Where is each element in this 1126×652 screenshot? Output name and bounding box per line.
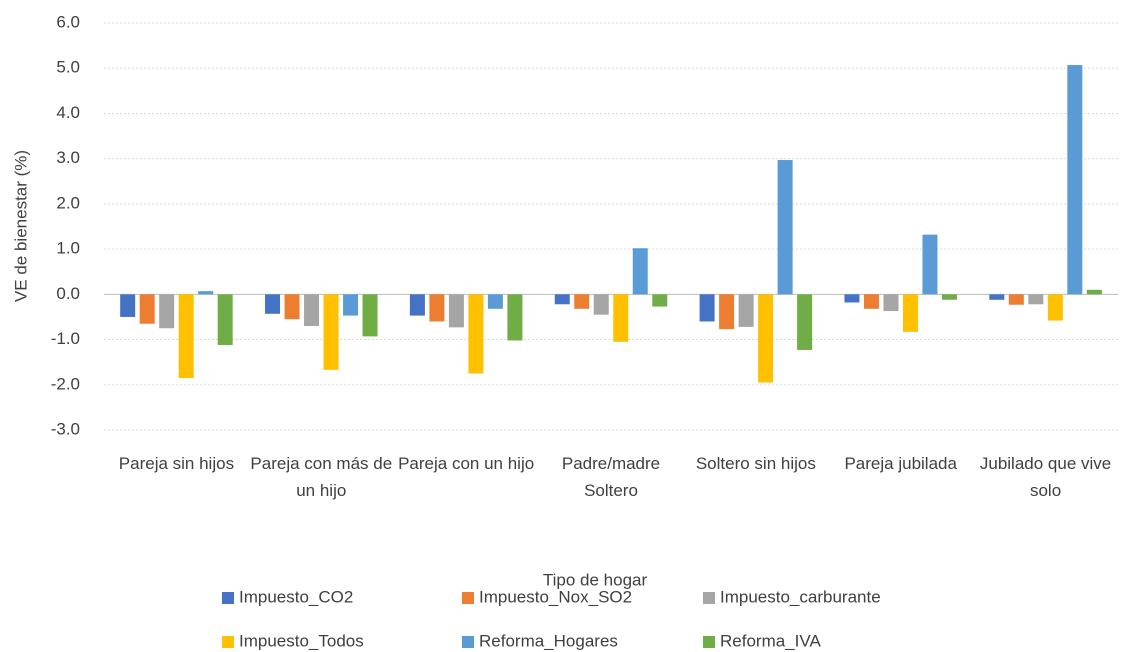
y-tick-label: -2.0 bbox=[51, 374, 80, 393]
y-tick-label: 2.0 bbox=[56, 193, 80, 212]
bar bbox=[902, 294, 918, 332]
bar bbox=[198, 291, 214, 295]
bar bbox=[304, 294, 320, 326]
bar bbox=[632, 248, 648, 295]
y-tick-label: 3.0 bbox=[56, 148, 80, 167]
bar bbox=[323, 294, 339, 370]
legend-swatch bbox=[462, 636, 474, 648]
bar bbox=[758, 294, 774, 383]
bar bbox=[429, 294, 445, 322]
legend-swatch bbox=[462, 592, 474, 604]
bar bbox=[777, 160, 793, 295]
bar bbox=[738, 294, 754, 327]
y-tick-label: -3.0 bbox=[51, 419, 80, 438]
bar bbox=[1086, 289, 1102, 295]
bar bbox=[652, 294, 668, 307]
legend-label: Reforma_Hogares bbox=[479, 631, 618, 650]
bar bbox=[362, 294, 378, 337]
y-tick-label: 5.0 bbox=[56, 58, 80, 77]
x-axis-title: Tipo de hogar bbox=[543, 570, 648, 589]
legend-label: Impuesto_CO2 bbox=[239, 587, 353, 606]
bar bbox=[1047, 294, 1063, 321]
bar bbox=[1028, 294, 1044, 305]
bar bbox=[448, 294, 464, 328]
bar bbox=[883, 294, 899, 312]
bar bbox=[941, 294, 957, 300]
legend-label: Reforma_IVA bbox=[720, 631, 821, 650]
x-tick-label: Soltero sin hijos bbox=[695, 454, 816, 473]
bar bbox=[468, 294, 484, 374]
x-tick-label: Jubilado que vive solo bbox=[979, 454, 1112, 500]
bar bbox=[507, 294, 523, 341]
bar bbox=[1008, 294, 1024, 305]
bar bbox=[922, 234, 938, 295]
y-tick-label: 1.0 bbox=[56, 239, 80, 258]
bar bbox=[797, 294, 813, 350]
x-tick-label: Pareja jubilada bbox=[844, 454, 957, 473]
bar bbox=[178, 294, 194, 378]
x-tick-label: Pareja con más de un hijo bbox=[250, 454, 393, 500]
bar bbox=[844, 294, 860, 303]
bar bbox=[593, 294, 609, 315]
legend-swatch bbox=[703, 636, 715, 648]
legend-swatch bbox=[222, 636, 234, 648]
bar bbox=[719, 294, 735, 330]
bar bbox=[574, 294, 590, 309]
bar bbox=[989, 294, 1005, 300]
y-tick-label: 6.0 bbox=[56, 12, 80, 31]
bar bbox=[284, 294, 300, 320]
legend-label: Impuesto_Todos bbox=[239, 631, 364, 650]
x-tick-label: Padre/madre Soltero bbox=[561, 454, 661, 500]
x-tick-label: Pareja sin hijos bbox=[118, 454, 235, 473]
bar bbox=[554, 294, 570, 305]
bar bbox=[265, 294, 281, 314]
legend-label: Impuesto_Nox_SO2 bbox=[479, 587, 632, 606]
bar bbox=[120, 294, 136, 317]
bar bbox=[699, 294, 715, 322]
y-tick-label: 4.0 bbox=[56, 103, 80, 122]
bar bbox=[159, 294, 175, 329]
bar bbox=[863, 294, 879, 309]
bar bbox=[487, 294, 503, 309]
legend-label: Impuesto_carburante bbox=[720, 587, 881, 606]
bar bbox=[409, 294, 425, 316]
legend-swatch bbox=[222, 592, 234, 604]
bar bbox=[217, 294, 233, 345]
legend-swatch bbox=[703, 592, 715, 604]
bar bbox=[1067, 65, 1083, 295]
y-tick-label: -1.0 bbox=[51, 329, 80, 348]
y-tick-label: 0.0 bbox=[56, 284, 80, 303]
bar bbox=[343, 294, 359, 316]
bar bbox=[139, 294, 155, 324]
bar bbox=[613, 294, 629, 342]
y-axis-title: VE de bienestar (%) bbox=[11, 150, 30, 302]
x-tick-label: Pareja con un hijo bbox=[398, 454, 535, 473]
